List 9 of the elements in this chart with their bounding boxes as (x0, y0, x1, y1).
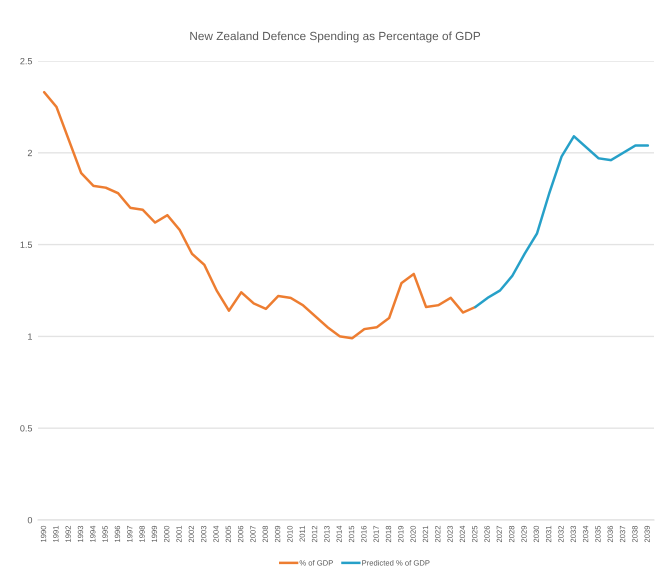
chart-title: New Zealand Defence Spending as Percentage of GDP (190, 32, 480, 42)
y-tick-label: 2 (28, 150, 32, 156)
y-tick-label: 1.5 (20, 242, 32, 248)
y-tick-label: 1 (28, 333, 32, 340)
line-series (42, 90, 477, 340)
line-series (474, 135, 650, 308)
y-tick-label: 0.5 (20, 425, 32, 432)
y-tick-label: 2.5 (20, 58, 32, 64)
y-tick-label: 0 (28, 516, 32, 524)
